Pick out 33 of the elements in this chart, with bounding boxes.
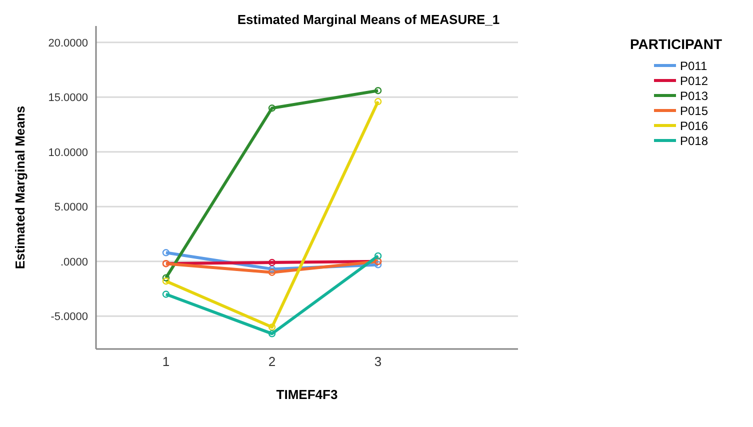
point: [162, 290, 170, 298]
y-axis-title: Estimated Marginal Means: [12, 106, 28, 270]
point: [268, 330, 276, 338]
point: [374, 261, 382, 268]
point: [162, 274, 170, 282]
point: [268, 104, 276, 112]
point: [374, 87, 382, 94]
x-tick-label: 3: [374, 354, 382, 370]
legend-label: P016: [679, 118, 710, 133]
y-tick-label: -5.0000: [50, 311, 88, 324]
point: [374, 252, 382, 260]
x-axis-title: TIMEF4F3: [276, 387, 338, 402]
x-tick-label: 1: [162, 354, 170, 370]
point: [268, 265, 276, 273]
point: [374, 98, 382, 106]
y-tick-label: 20.0000: [48, 37, 88, 50]
y-tick-label: 10.0000: [48, 146, 88, 159]
x-tick-label: 2: [268, 354, 276, 370]
legend-label: P015: [679, 103, 710, 118]
legend-label: P018: [679, 133, 710, 148]
point: [268, 258, 276, 266]
point: [268, 324, 276, 331]
point: [268, 268, 276, 276]
y-tick-label: 15.0000: [48, 92, 88, 104]
point: [162, 278, 170, 285]
legend-label: P011: [679, 58, 708, 73]
chart-title: Estimated Marginal Means of MEASURE_1: [236, 12, 501, 27]
legend-label: P012: [679, 73, 710, 88]
legend-title: PARTICIPANT: [630, 36, 724, 52]
legend-label: P013: [679, 88, 710, 103]
point: [162, 249, 170, 256]
y-tick-label: 5.0000: [54, 202, 88, 214]
y-tick-label: .0000: [60, 256, 88, 268]
